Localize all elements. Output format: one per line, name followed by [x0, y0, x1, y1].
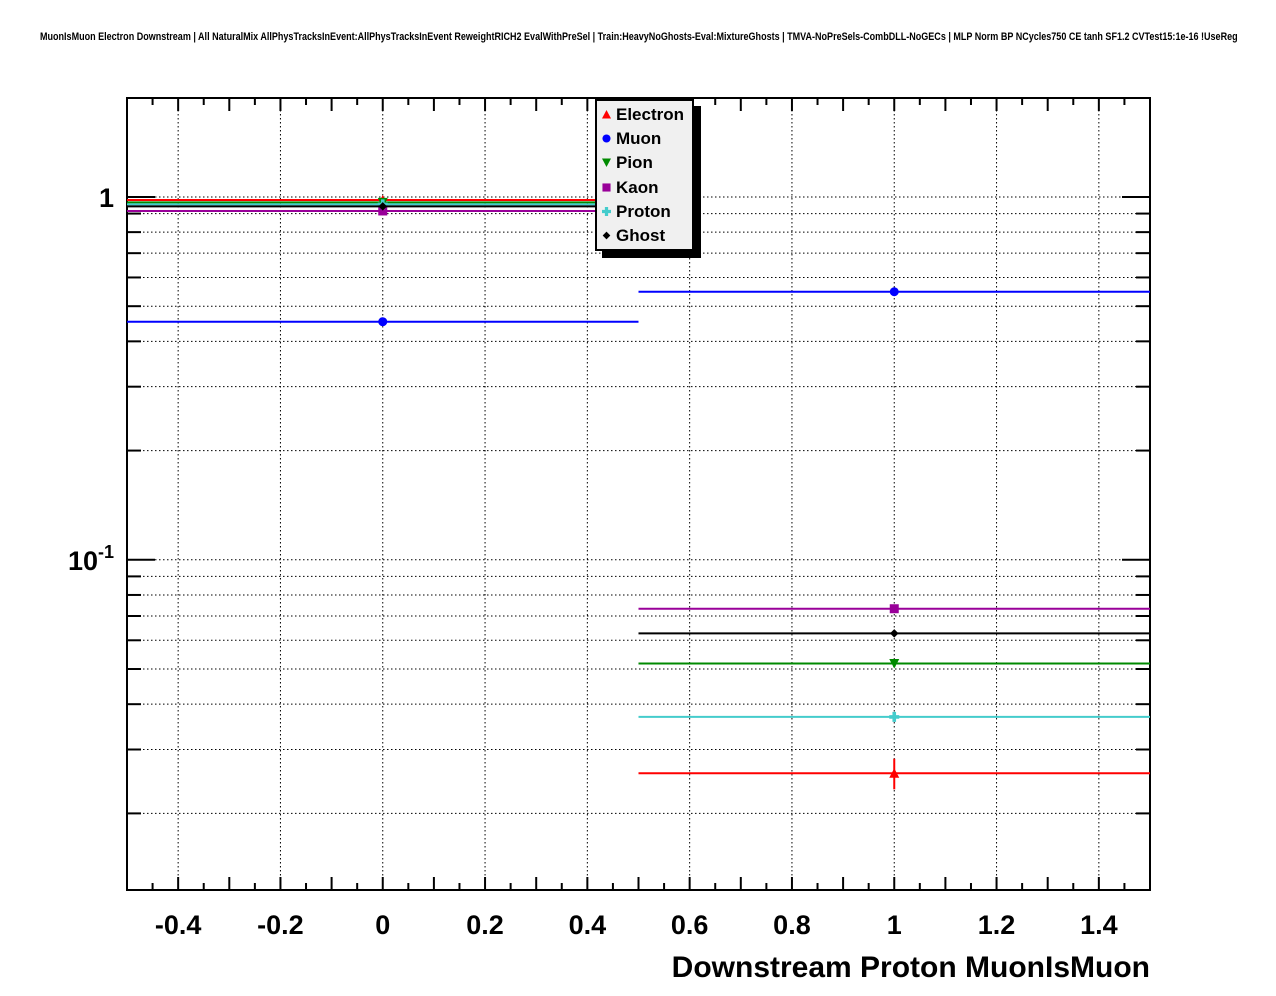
y-tick-label: 1 — [99, 183, 114, 213]
marker-square — [602, 182, 611, 192]
x-tick-label: -0.4 — [155, 910, 202, 940]
x-tick-label: 0.4 — [569, 910, 607, 940]
muon-marker-icon — [602, 134, 611, 143]
x-tick-label: 0.8 — [773, 910, 811, 940]
marker-triangle-up — [602, 109, 611, 119]
marker-diamond — [890, 629, 899, 638]
legend-label: Ghost — [616, 226, 666, 246]
legend-item-kaon: Kaon — [600, 175, 692, 199]
legend-label: Pion — [616, 153, 653, 173]
legend-item-pion: Pion — [600, 151, 692, 175]
electron-marker-icon — [602, 109, 611, 119]
x-tick-label: 0.6 — [671, 910, 709, 940]
kaon-marker-icon — [602, 182, 611, 192]
legend-label: Electron — [616, 104, 685, 124]
axis-labels: -0.4 -0.2 0 0.2 0.4 0.6 0.8 1 1.2 1.4 1 10-1 Downstr… — [68, 183, 1150, 984]
marker-square — [889, 604, 899, 614]
legend-label: Muon — [616, 128, 662, 148]
marker-circle — [889, 287, 899, 297]
x-tick-label: 0 — [375, 910, 390, 940]
x-axis-title: Downstream Proton MuonIsMuon — [672, 951, 1150, 984]
series-kaon — [127, 206, 1150, 614]
series-ghost — [127, 202, 1150, 638]
gridlines — [127, 98, 1150, 890]
marker-cross — [889, 711, 900, 722]
legend-label: Proton — [616, 201, 671, 221]
marker-triangle-up — [889, 768, 900, 778]
x-tick-label: 0.2 — [466, 910, 504, 940]
x-tick-label: 1.4 — [1080, 910, 1118, 940]
legend-item-proton: Proton — [600, 199, 692, 223]
legend-label: Kaon — [616, 177, 659, 197]
marker-diamond — [602, 231, 611, 240]
plot-title: MuonIsMuon Electron Downstream | All Nat… — [40, 31, 1238, 43]
legend-item-electron: Electron — [600, 102, 692, 126]
legend-box: Electron Muon Pion Kaon Proton Ghost — [595, 99, 694, 251]
marker-square — [378, 206, 388, 216]
legend-item-muon: Muon — [600, 126, 692, 150]
pion-marker-icon — [602, 158, 611, 168]
marker-circle — [602, 134, 611, 143]
ghost-marker-icon — [602, 231, 611, 240]
x-tick-label: -0.2 — [257, 910, 304, 940]
series-electron — [127, 194, 1150, 790]
marker-triangle-down — [602, 158, 611, 168]
marker-cross — [602, 206, 611, 216]
marker-triangle-down — [889, 658, 900, 669]
series-muon — [127, 287, 1150, 327]
series-pion — [127, 197, 1150, 669]
y-tick-label: 10-1 — [68, 542, 114, 576]
axis-ticks — [126, 98, 1151, 890]
marker-circle — [378, 317, 388, 327]
x-tick-label: 1 — [887, 910, 902, 940]
proton-marker-icon — [602, 206, 611, 216]
legend-item-ghost: Ghost — [600, 223, 692, 247]
x-tick-label: 1.2 — [978, 910, 1016, 940]
marker-diamond — [378, 202, 387, 211]
